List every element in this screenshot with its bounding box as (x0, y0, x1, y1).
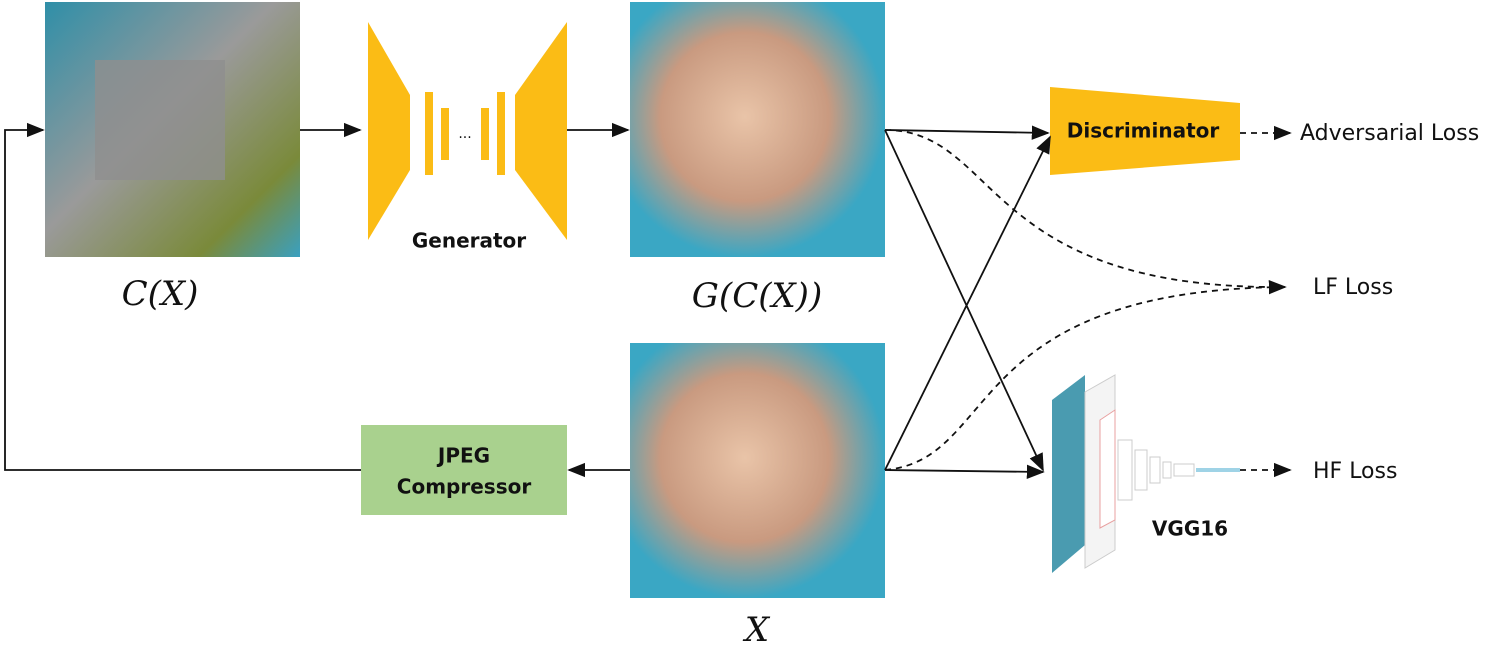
discriminator-shape (1050, 87, 1240, 175)
generated-image (630, 2, 885, 257)
adversarial-loss: Adversarial Loss (1300, 121, 1479, 146)
jpeg-label-2: Compressor (397, 475, 532, 499)
arrows (4, 122, 1292, 479)
jpeg-compressor-box (361, 425, 567, 515)
original-label: X (742, 610, 771, 650)
original-image (630, 343, 885, 598)
vgg16-shape (1052, 374, 1240, 573)
generator-label: Generator (412, 229, 526, 253)
hf-loss: HF Loss (1313, 459, 1397, 484)
lf-loss: LF Loss (1313, 275, 1393, 300)
discriminator-label: Discriminator (1067, 119, 1220, 143)
face-block (95, 60, 225, 180)
generated-label: G(C(X)) (692, 276, 822, 316)
generator-shape (368, 22, 567, 240)
jpeg-label-1: JPEG (436, 444, 490, 468)
compressed-label: C(X) (122, 274, 199, 314)
vgg16-label: VGG16 (1152, 517, 1228, 541)
generator-ellipsis: ... (458, 126, 471, 142)
